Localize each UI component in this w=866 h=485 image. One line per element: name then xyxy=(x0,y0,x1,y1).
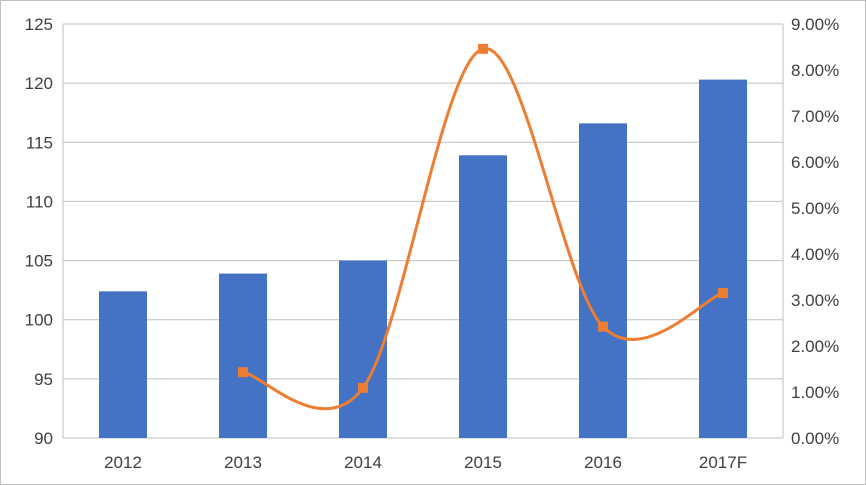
bar xyxy=(699,79,747,438)
line-series xyxy=(238,43,728,411)
x-tick-label: 2017F xyxy=(699,453,747,472)
line-marker xyxy=(238,367,248,378)
right-tick-label: 2.00% xyxy=(791,337,839,356)
right-tick-label: 8.00% xyxy=(791,61,839,80)
x-tick-label: 2013 xyxy=(224,453,262,472)
bar xyxy=(339,260,387,438)
bar xyxy=(579,123,627,439)
bar xyxy=(219,273,267,438)
left-y-axis: 90 95 100 105 110 115 120 125 xyxy=(25,15,53,448)
left-tick-label: 125 xyxy=(25,15,53,34)
x-axis: 2012 2013 2014 2015 2016 2017F xyxy=(104,453,747,472)
right-tick-label: 9.00% xyxy=(791,15,839,34)
right-tick-label: 5.00% xyxy=(791,199,839,218)
left-tick-label: 95 xyxy=(34,370,53,389)
line-marker xyxy=(598,321,608,332)
bar xyxy=(99,291,147,438)
x-tick-label: 2014 xyxy=(344,453,382,472)
left-tick-label: 110 xyxy=(26,192,53,211)
right-tick-label: 3.00% xyxy=(791,291,839,310)
x-tick-label: 2012 xyxy=(104,453,142,472)
gridlines xyxy=(62,23,784,439)
line-marker xyxy=(478,43,488,54)
bar-series xyxy=(99,79,747,439)
right-tick-label: 1.00% xyxy=(791,383,839,402)
left-tick-label: 90 xyxy=(34,429,53,448)
right-tick-label: 0.00% xyxy=(791,429,839,448)
left-tick-label: 105 xyxy=(25,252,53,271)
right-y-axis: 0.00% 1.00% 2.00% 3.00% 4.00% 5.00% 6.00% 7.00%… xyxy=(791,15,839,448)
x-tick-label: 2016 xyxy=(584,453,622,472)
line-marker xyxy=(358,382,368,393)
bar xyxy=(459,155,507,438)
left-tick-label: 120 xyxy=(25,74,53,93)
right-tick-label: 7.00% xyxy=(791,107,839,126)
right-tick-label: 6.00% xyxy=(791,153,839,172)
left-tick-label: 115 xyxy=(26,133,53,152)
x-tick-label: 2015 xyxy=(464,453,502,472)
line-marker xyxy=(718,288,728,299)
right-tick-label: 4.00% xyxy=(791,245,839,264)
left-tick-label: 100 xyxy=(25,311,53,330)
